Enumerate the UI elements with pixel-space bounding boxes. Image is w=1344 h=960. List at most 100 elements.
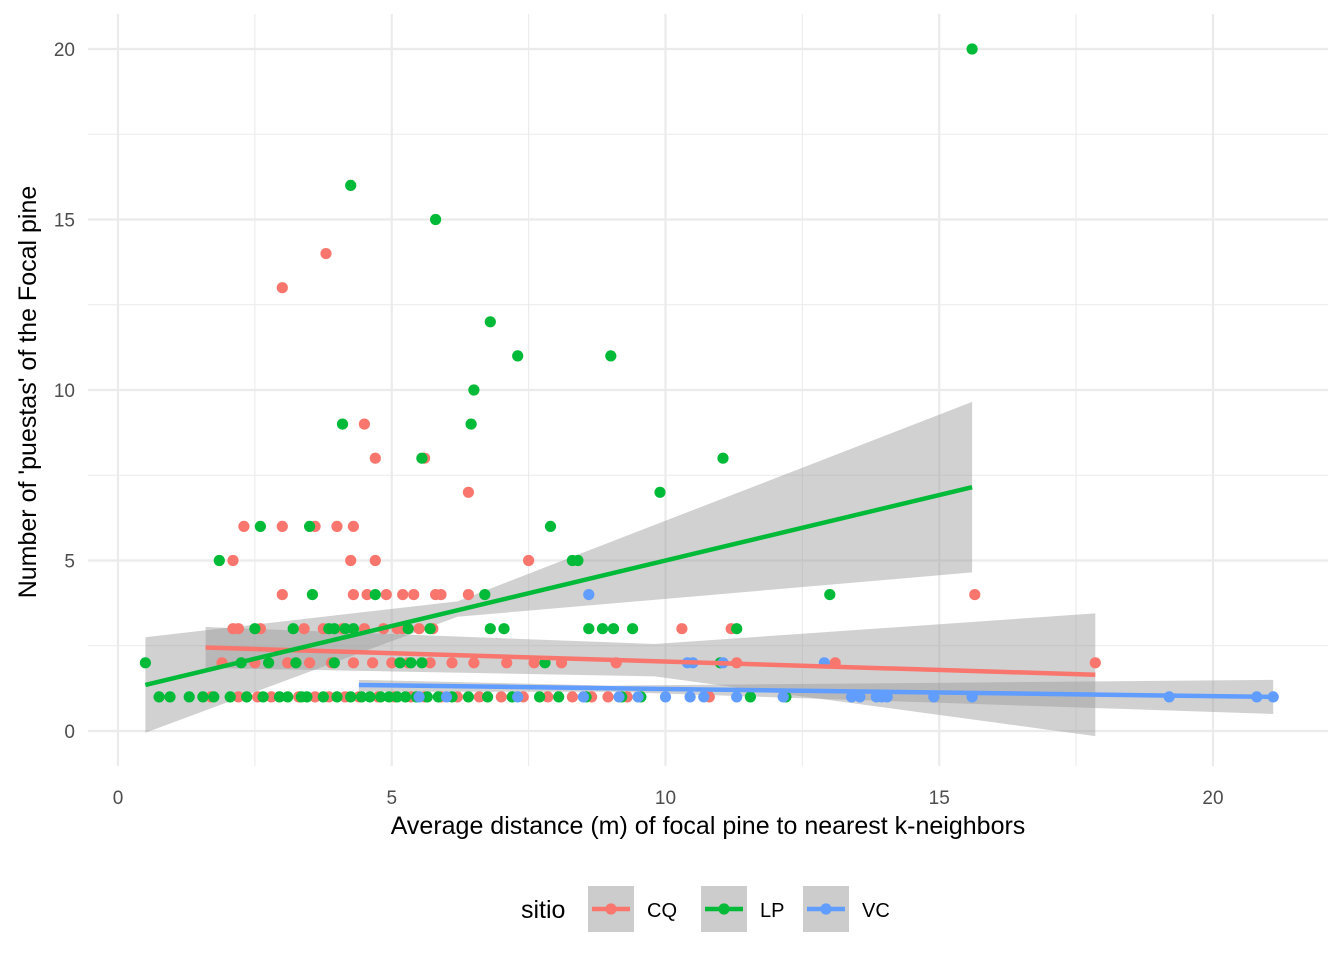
point-lp	[484, 623, 496, 635]
point-lp	[430, 213, 442, 226]
point-cq	[232, 691, 244, 703]
point-lp	[347, 623, 359, 635]
point-lp	[966, 43, 978, 55]
point-lp	[339, 623, 351, 635]
x-tick-label: 20	[1202, 788, 1223, 809]
point-lp	[462, 691, 474, 703]
point-cq	[602, 691, 614, 703]
point-cq	[462, 486, 474, 498]
point-lp	[572, 554, 584, 567]
point-lp	[416, 452, 428, 464]
point-lp	[468, 384, 480, 396]
legend-label-lp: LP	[760, 900, 784, 922]
point-cq	[358, 418, 370, 430]
point-lp	[282, 691, 294, 703]
point-lp	[369, 589, 381, 601]
legend-key-point	[820, 903, 832, 915]
point-lp	[304, 520, 316, 533]
point-cq	[347, 589, 359, 601]
point-lp	[607, 623, 620, 635]
point-lp	[164, 691, 176, 703]
point-cq	[347, 657, 359, 669]
point-cq	[408, 589, 420, 601]
point-lp	[328, 657, 340, 669]
x-tick-labels: 0 5 10 15 20	[113, 788, 1224, 809]
point-cq	[347, 520, 359, 533]
point-lp	[139, 657, 151, 669]
point-lp	[402, 623, 414, 635]
point-lp	[328, 623, 340, 635]
point-lp	[263, 657, 275, 669]
point-cq	[361, 589, 373, 601]
y-tick-label: 5	[64, 552, 75, 573]
point-lp	[824, 589, 836, 601]
point-lp	[627, 623, 639, 635]
point-lp	[273, 691, 286, 703]
y-tick-label: 15	[54, 211, 75, 232]
point-lp	[424, 623, 436, 635]
point-lp	[301, 691, 313, 703]
point-vc	[731, 691, 743, 703]
point-cq	[397, 589, 409, 601]
point-cq	[320, 248, 332, 260]
x-tick-label: 0	[113, 788, 124, 809]
point-lp	[153, 691, 165, 703]
point-lp	[534, 691, 546, 703]
fit-lines	[144, 484, 1274, 700]
x-tick-label: 10	[655, 788, 676, 809]
point-lp	[356, 691, 368, 703]
x-axis-title: Average distance (m) of focal pine to ne…	[391, 812, 1026, 840]
point-lp	[416, 657, 428, 669]
point-cq	[276, 520, 288, 533]
point-cq	[304, 657, 316, 669]
point-cq	[345, 554, 357, 567]
x-tick-label: 15	[929, 788, 950, 809]
point-lp	[596, 623, 609, 635]
point-vc	[413, 691, 425, 703]
legend: sitio CQ LP VC	[521, 886, 890, 932]
point-lp	[375, 691, 387, 703]
point-vc	[777, 691, 789, 703]
point-lp	[290, 657, 302, 669]
point-lp	[345, 179, 357, 191]
point-lp	[421, 691, 433, 703]
point-lp	[306, 589, 318, 601]
point-lp	[364, 691, 376, 703]
point-vc	[512, 691, 524, 703]
point-lp	[484, 316, 496, 328]
point-vc	[659, 691, 672, 703]
point-lp	[399, 691, 411, 703]
point-cq	[298, 623, 310, 635]
legend-key-point	[718, 903, 730, 915]
grid-lines	[88, 14, 1328, 766]
point-vc	[846, 691, 858, 703]
point-cq	[462, 589, 474, 601]
point-vc	[632, 691, 644, 703]
point-lp	[317, 691, 329, 703]
point-lp	[336, 418, 349, 430]
ci-ribbon-cq	[205, 613, 1096, 737]
point-lp	[331, 691, 343, 703]
point-vc	[440, 691, 453, 703]
fit-line-vc	[358, 682, 1274, 700]
point-lp	[213, 554, 225, 567]
point-vc	[577, 691, 590, 703]
point-lp	[287, 623, 299, 635]
point-cq	[369, 452, 381, 464]
point-cq	[676, 623, 688, 635]
point-lp	[257, 691, 269, 703]
point-lp	[432, 691, 444, 703]
point-cq	[380, 589, 392, 601]
point-vc	[583, 589, 595, 601]
legend-label-cq: CQ	[647, 900, 677, 922]
point-lp	[224, 691, 236, 703]
point-lp	[391, 691, 403, 703]
confidence-ribbons	[145, 401, 1274, 737]
point-lp	[605, 350, 617, 362]
point-lp	[479, 589, 491, 601]
point-cq	[282, 657, 294, 669]
point-cq	[413, 623, 425, 635]
point-cq	[528, 657, 540, 669]
data-points	[139, 43, 1279, 703]
